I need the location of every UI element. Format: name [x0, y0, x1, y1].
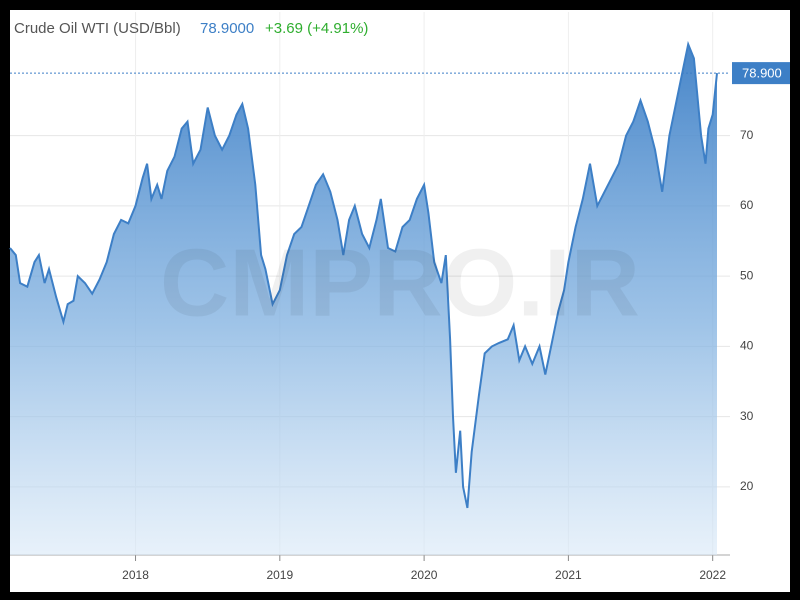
price: 78.9000 [200, 20, 254, 37]
x-tick-label: 2019 [266, 568, 293, 582]
change: +3.69 (+4.91%) [265, 20, 368, 37]
y-tick-label: 30 [740, 409, 754, 423]
y-tick-label: 50 [740, 268, 754, 282]
y-tick-label: 70 [740, 128, 754, 142]
area [10, 44, 717, 556]
line [9, 40, 718, 509]
price-tag [732, 62, 790, 85]
y-tick-label: 40 [740, 339, 754, 353]
x-tick-label: 2022 [699, 568, 726, 582]
watermark: CMPRO.IR [160, 229, 640, 336]
y-tick-label: 20 [740, 479, 754, 493]
x-tick-label: 2021 [555, 568, 582, 582]
x-tick-label: 2020 [411, 568, 438, 582]
chart-title: Crude Oil WTI (USD/Bbl) [14, 20, 181, 37]
labels: 20 30 40 50 60 70 2018 2019 2020 2021 2022 78.900 [122, 62, 790, 582]
x-tick-label: 2018 [122, 568, 149, 582]
marks [9, 40, 730, 556]
y-tick-label: 60 [740, 198, 754, 212]
price-tag-label: 78.900 [742, 66, 782, 81]
